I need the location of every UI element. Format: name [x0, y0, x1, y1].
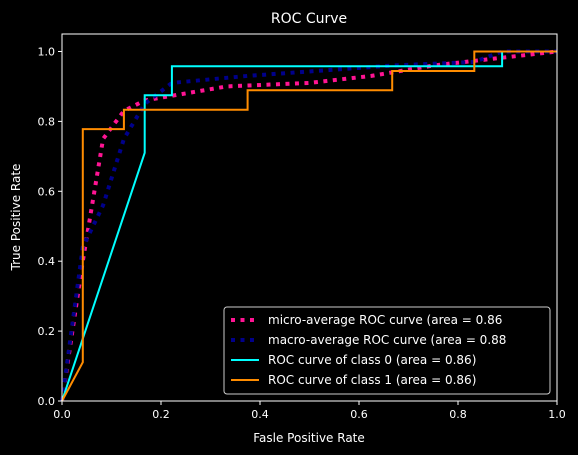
x-tick-label: 0.4: [251, 408, 269, 421]
x-tick-label: 1.0: [548, 408, 566, 421]
legend-label-1: macro-average ROC curve (area = 0.88: [268, 333, 506, 347]
x-axis-label: Fasle Positive Rate: [253, 431, 365, 445]
chart-title: ROC Curve: [271, 11, 347, 27]
legend-label-3: ROC curve of class 1 (area = 0.86): [268, 373, 476, 387]
legend-label-2: ROC curve of class 0 (area = 0.86): [268, 353, 476, 367]
x-axis-ticks: 0.0 0.2 0.4 0.6 0.8 1.0: [53, 401, 566, 421]
y-tick-label: 1.0: [38, 45, 56, 58]
plot-lines: [60, 49, 558, 402]
x-tick-label: 0.0: [53, 408, 71, 421]
series-line-2: [61, 50, 557, 402]
series-line-1: [60, 49, 557, 402]
legend-label-0: micro-average ROC curve (area = 0.86: [268, 313, 502, 327]
x-tick-label: 0.2: [152, 408, 170, 421]
y-tick-label: 0.0: [38, 395, 56, 408]
y-axis-ticks: 0.0 0.2 0.4 0.6 0.8 1.0: [38, 45, 62, 408]
plot-frame: [61, 33, 558, 402]
y-tick-label: 0.4: [38, 255, 56, 268]
legend-box: [223, 306, 551, 395]
y-tick-label: 0.8: [38, 115, 56, 128]
y-tick-label: 0.6: [38, 185, 56, 198]
series-line-3: [61, 50, 557, 402]
y-tick-label: 0.2: [38, 325, 56, 338]
legend: micro-average ROC curve (area = 0.86 macr…: [223, 306, 551, 395]
x-tick-label: 0.8: [449, 408, 467, 421]
y-axis-label: True Positive Rate: [9, 164, 23, 272]
x-tick-label: 0.6: [350, 408, 368, 421]
